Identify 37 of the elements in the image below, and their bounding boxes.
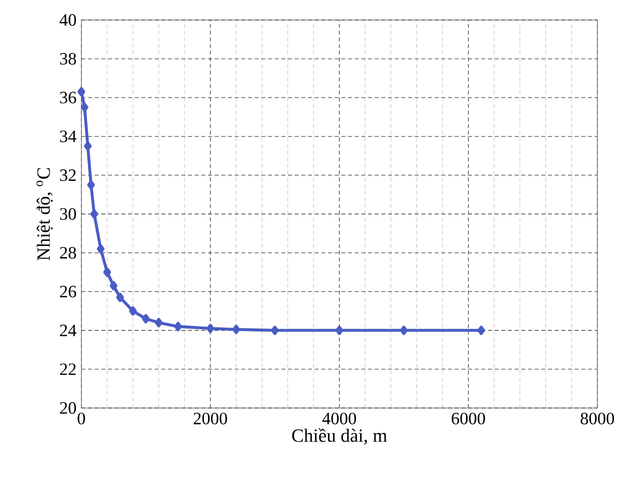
x-tick-label: 6000 xyxy=(452,412,486,424)
y-tick-label: 32 xyxy=(60,169,76,182)
y-tick-label: 36 xyxy=(60,92,76,104)
point xyxy=(477,326,486,336)
y-tick-label: 38 xyxy=(60,52,76,65)
point xyxy=(110,281,118,290)
point xyxy=(270,326,279,336)
point xyxy=(116,292,124,302)
y-tick-label: 28 xyxy=(60,246,76,259)
y-tick-label: 20 xyxy=(60,402,76,414)
y-tick-label: 24 xyxy=(60,324,76,336)
point xyxy=(174,322,182,332)
point xyxy=(80,102,88,112)
point xyxy=(129,306,137,316)
point xyxy=(77,87,86,96)
x-tick-label: 2000 xyxy=(194,412,228,424)
x-tick-label: 4000 xyxy=(322,412,356,424)
point xyxy=(232,324,240,334)
x-axis-title: Chiều dài, m xyxy=(292,428,388,445)
y-tick-label: 34 xyxy=(60,130,76,142)
y-axis-title: Nhiệt độ, $^{o}$C xyxy=(36,168,53,260)
y-tick-label: 40 xyxy=(60,14,76,26)
x-tick-label: 8000 xyxy=(580,412,614,424)
point xyxy=(84,141,92,151)
x-tick-label: 0 xyxy=(78,412,86,424)
point xyxy=(142,314,150,324)
point xyxy=(154,318,163,328)
point xyxy=(87,180,95,190)
y-tick-label: 30 xyxy=(60,208,76,220)
point xyxy=(400,326,408,336)
y-tick-label: 22 xyxy=(60,363,76,375)
y-tick-label: 26 xyxy=(60,286,76,298)
point xyxy=(335,326,344,336)
point xyxy=(96,244,105,254)
point xyxy=(206,324,214,334)
point xyxy=(103,268,112,277)
point xyxy=(90,209,98,219)
